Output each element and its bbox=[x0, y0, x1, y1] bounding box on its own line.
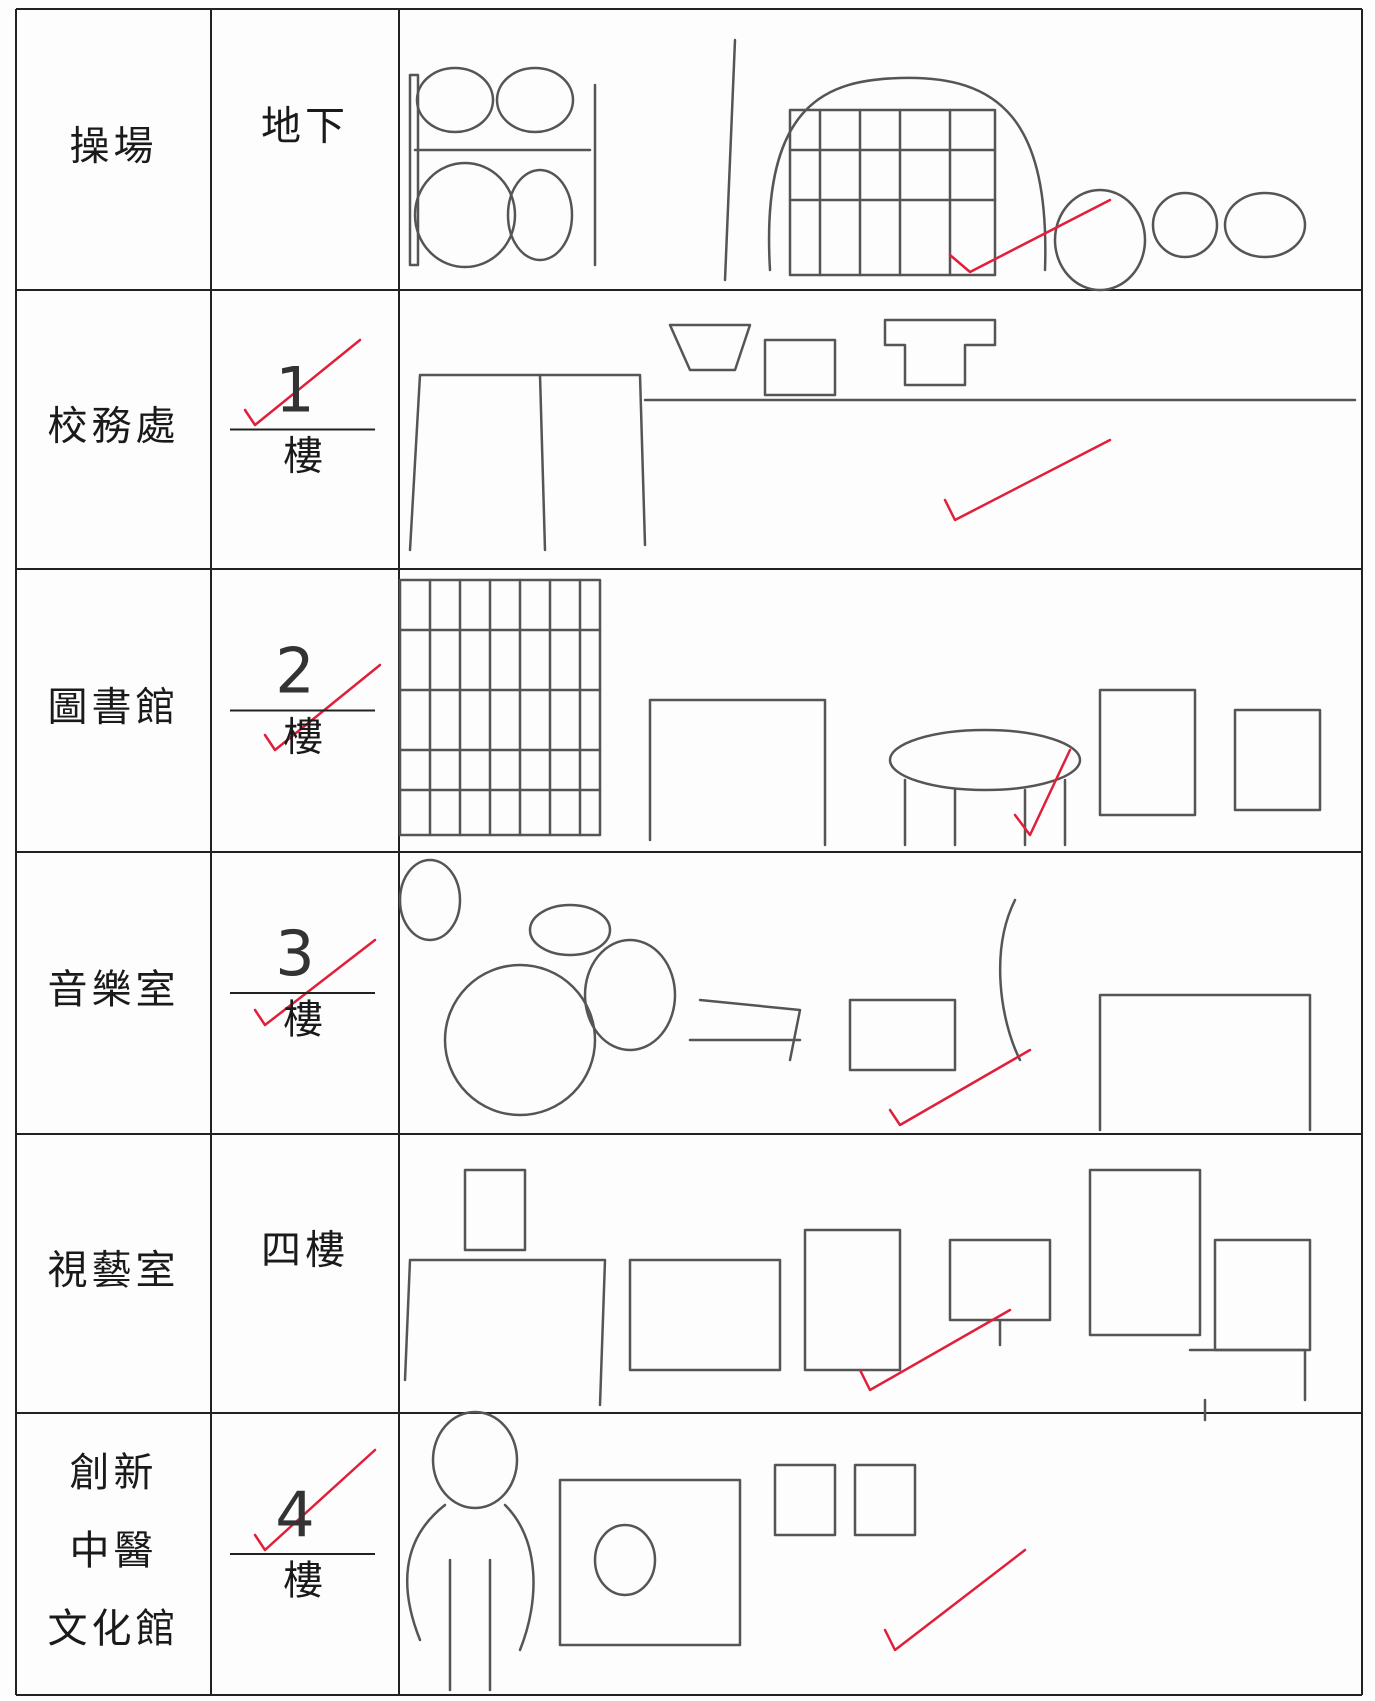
place-name: 文化館 bbox=[48, 1606, 180, 1652]
place-name: 中醫 bbox=[70, 1528, 158, 1574]
table-grid bbox=[15, 8, 1363, 1696]
floor-unit: 樓 bbox=[283, 997, 327, 1043]
place-name: 創新 bbox=[70, 1450, 158, 1496]
floor-number-handwritten: 1 bbox=[275, 354, 314, 427]
floor-unit: 樓 bbox=[283, 434, 327, 480]
drawing-playground bbox=[408, 38, 1307, 292]
place-name: 圖書館 bbox=[48, 685, 180, 731]
floor-number-handwritten: 4 bbox=[275, 1478, 314, 1551]
floor: 四樓 bbox=[261, 1228, 349, 1274]
drawing-art-room bbox=[403, 1168, 1312, 1422]
drawing-tcm-hall bbox=[253, 1410, 1027, 1692]
drawing-office bbox=[243, 318, 1357, 552]
drawing-music-room bbox=[253, 858, 1312, 1132]
floor-unit: 樓 bbox=[283, 715, 327, 761]
place-name: 校務處 bbox=[48, 404, 180, 450]
floor-number-handwritten: 3 bbox=[275, 917, 314, 990]
floor: 地下 bbox=[261, 104, 349, 150]
floor-unit: 樓 bbox=[283, 1558, 327, 1604]
place-name: 音樂室 bbox=[48, 967, 180, 1013]
place-name: 操場 bbox=[70, 124, 158, 170]
place-name: 視藝室 bbox=[48, 1248, 180, 1294]
floor-number-handwritten: 2 bbox=[275, 635, 314, 708]
drawing-library bbox=[263, 578, 1322, 847]
